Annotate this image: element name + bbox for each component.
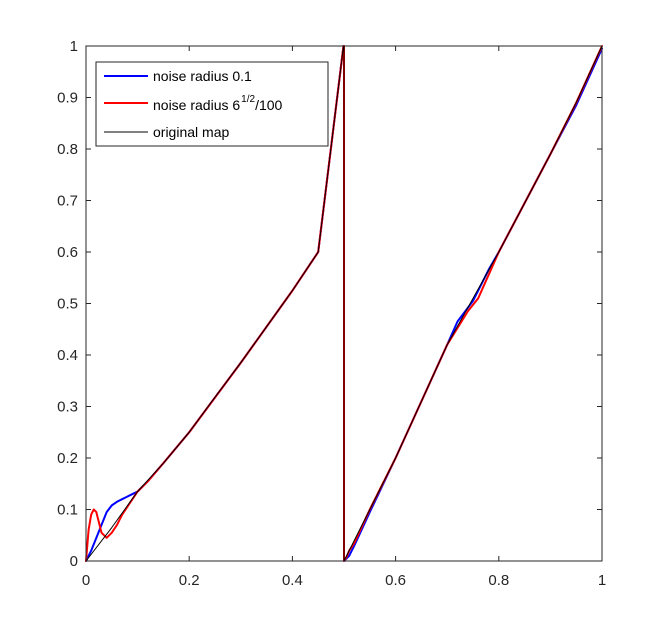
y-tick-label: 0 [70,553,78,570]
y-tick-label: 0.3 [57,399,78,416]
y-tick-label: 0.8 [57,141,78,158]
y-tick-label: 1 [70,38,78,55]
x-tick-label: 0.4 [282,572,303,589]
y-tick-label: 0.1 [57,502,78,519]
x-tick-label: 0.2 [179,572,200,589]
legend-label-series-2-main: noise radius 6 [153,97,240,113]
legend-label-series-2-sup: 1/2 [241,94,255,105]
legend-label-series-2-tail: /100 [255,97,282,113]
y-tick-label: 0.4 [57,347,78,364]
x-tick-label: 0 [82,572,90,589]
x-tick-label: 0.6 [385,572,406,589]
y-tick-label: 0.7 [57,193,78,210]
x-tick-label: 1 [598,572,606,589]
legend: noise radius 0.1 noise radius 61/2/100 o… [95,61,329,147]
axes-layer: 0 0.2 0.4 0.6 0.8 1 0 0.1 0.2 0.3 0.4 0.5 0.6 0.7 0.8 0… [57,38,606,589]
legend-label-series-1: noise radius 0.1 [153,68,252,84]
y-tick-label: 0.5 [57,296,78,313]
y-tick-label: 0.9 [57,90,78,107]
x-tick-label: 0.8 [488,572,509,589]
legend-label-series-3: original map [153,124,229,140]
y-tick-label: 0.6 [57,244,78,261]
y-tick-label: 0.2 [57,450,78,467]
legend-label-series-2: noise radius 61/2/100 [153,94,283,113]
